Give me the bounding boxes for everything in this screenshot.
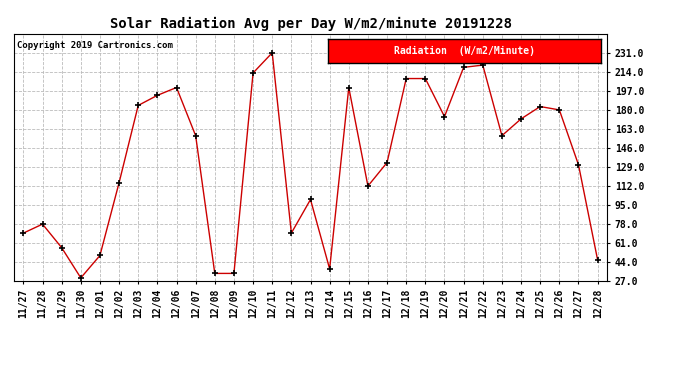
Title: Solar Radiation Avg per Day W/m2/minute 20191228: Solar Radiation Avg per Day W/m2/minute … xyxy=(110,17,511,31)
Text: Copyright 2019 Cartronics.com: Copyright 2019 Cartronics.com xyxy=(17,41,172,50)
